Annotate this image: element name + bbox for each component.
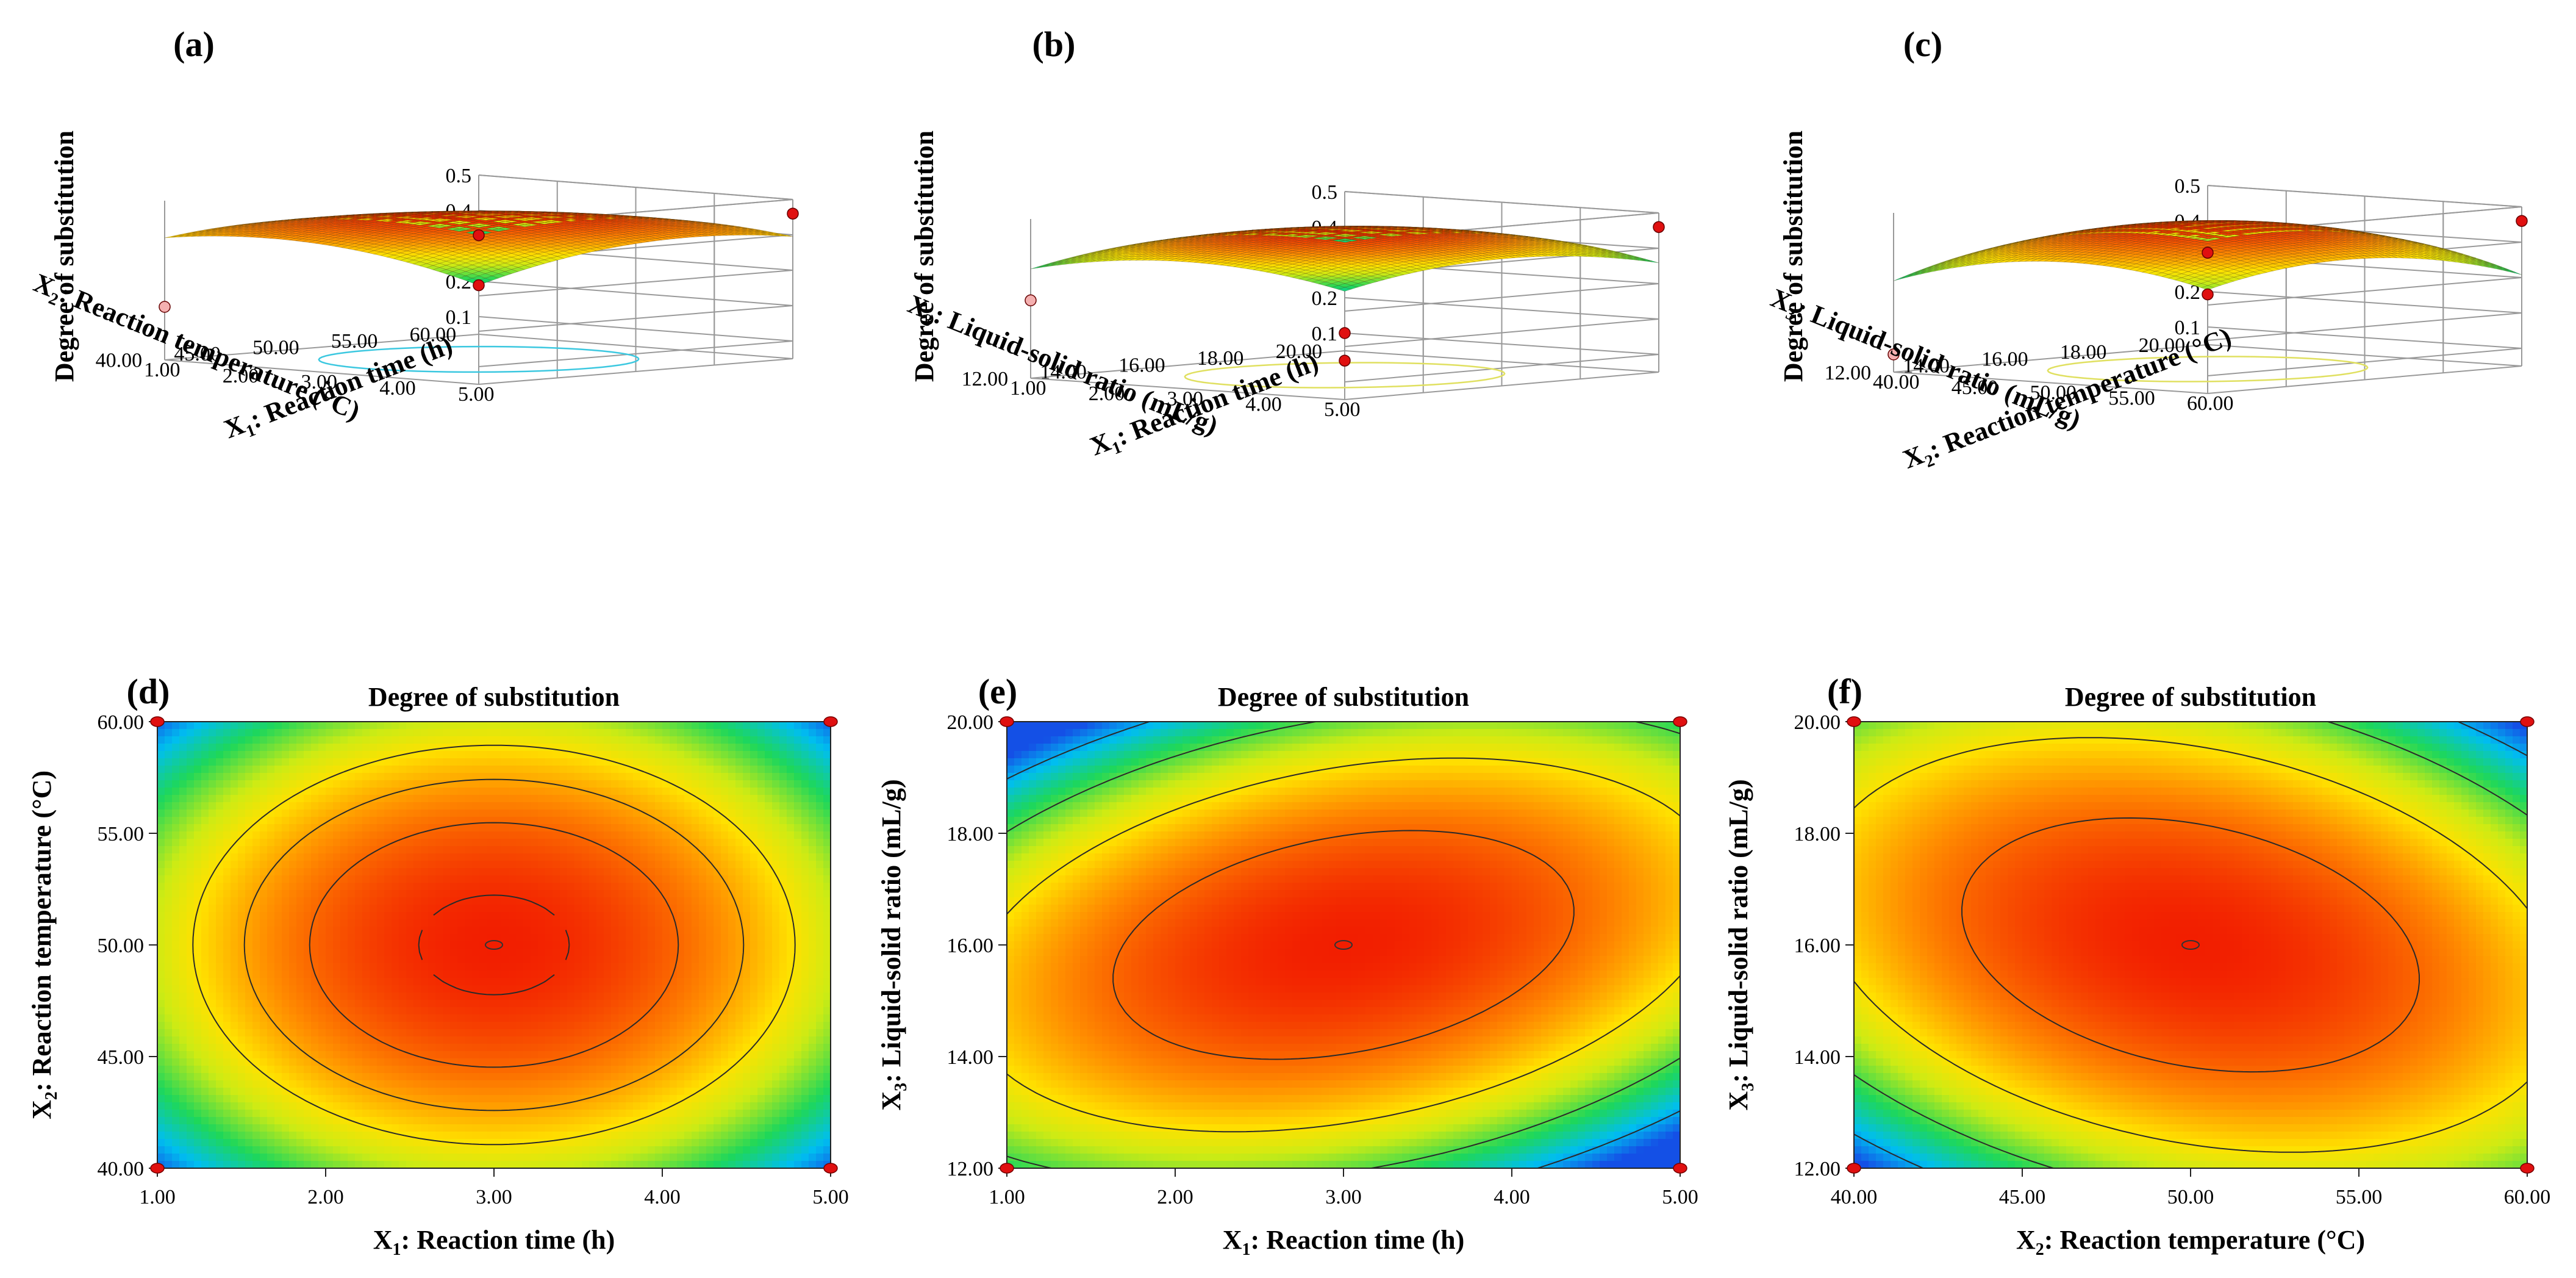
left-axis-tick: 40.00 <box>96 350 143 372</box>
design-point <box>473 230 484 241</box>
left-axis-tick: 55.00 <box>331 330 378 353</box>
surface-panel-1: 0.10.20.30.40.560.0055.0050.0045.0040.00… <box>28 24 798 448</box>
surface-mesh <box>1031 226 1659 292</box>
z-axis-title: Degree of substitution <box>49 131 79 382</box>
z-tick-label: 0.5 <box>446 165 472 187</box>
surface-mesh <box>165 211 793 285</box>
surface-panel-2: 0.10.20.30.40.520.0018.0016.0014.0012.00… <box>902 24 1664 465</box>
panel-letter: (a) <box>173 24 215 64</box>
right-axis-tick: 1.00 <box>144 359 181 381</box>
z-tick-label: 0.2 <box>1312 287 1338 310</box>
design-point <box>473 280 484 291</box>
z-tick-label: 0.5 <box>1312 181 1338 204</box>
design-point <box>787 208 798 219</box>
figure: 0.10.20.30.40.560.0055.0050.0045.0040.00… <box>0 0 2576 1278</box>
design-point <box>159 301 170 312</box>
right-axis-tick: 5.00 <box>458 383 495 406</box>
